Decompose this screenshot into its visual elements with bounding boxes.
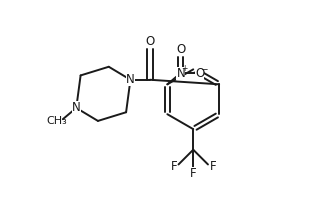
Text: N: N <box>126 73 135 86</box>
Text: N: N <box>176 66 185 80</box>
Text: F: F <box>209 160 216 173</box>
Text: F: F <box>190 167 196 180</box>
Text: O: O <box>195 66 204 80</box>
Text: −: − <box>200 65 208 74</box>
Text: O: O <box>145 35 154 48</box>
Text: +: + <box>181 64 188 73</box>
Text: O: O <box>176 43 185 56</box>
Text: F: F <box>171 160 177 173</box>
Text: N: N <box>72 101 81 114</box>
Text: CH₃: CH₃ <box>46 116 67 126</box>
